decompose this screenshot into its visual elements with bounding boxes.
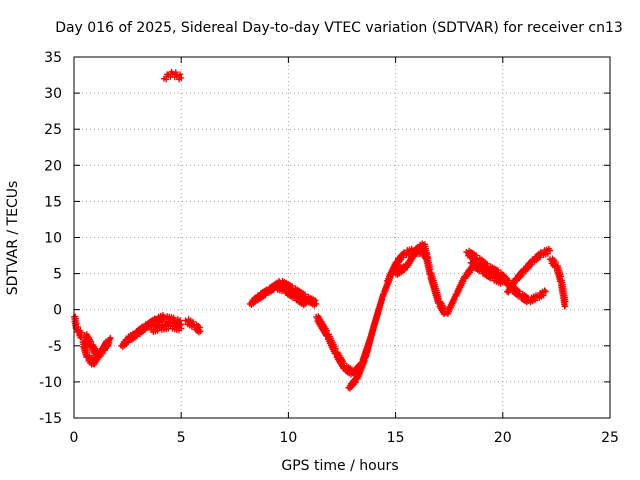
y-tick-label: 30 — [44, 86, 62, 102]
y-tick-label: 10 — [44, 231, 62, 247]
data-point — [528, 261, 535, 268]
chart-title: Day 016 of 2025, Sidereal Day-to-day VTE… — [55, 20, 623, 36]
x-tick-label: 15 — [387, 430, 405, 446]
data-point — [313, 300, 320, 307]
data-point — [499, 279, 506, 286]
data-point — [516, 288, 523, 295]
data-point — [352, 379, 359, 386]
data-point — [498, 275, 505, 282]
data-point — [540, 292, 547, 299]
data-point — [546, 247, 553, 254]
y-tick-label: 20 — [44, 158, 62, 174]
series-arc-3 — [81, 331, 114, 361]
data-point — [197, 328, 204, 335]
data-point — [561, 303, 568, 310]
data-point — [531, 297, 538, 304]
data-point — [401, 267, 408, 274]
data-point — [154, 327, 161, 334]
data-point — [189, 318, 196, 325]
data-point — [301, 291, 308, 298]
series-arc-10 — [253, 277, 320, 309]
data-point — [312, 297, 319, 304]
y-tick-label: -15 — [39, 411, 62, 427]
series-arc-8 — [182, 316, 204, 336]
data-point — [536, 254, 543, 261]
data-point — [172, 69, 179, 76]
data-point — [391, 264, 398, 271]
data-point — [177, 71, 184, 78]
x-tick-label: 10 — [279, 430, 297, 446]
series-arc-20 — [546, 255, 569, 310]
y-axis-label: SDTVAR / TECUs — [5, 181, 21, 296]
y-tick-label: 25 — [44, 122, 62, 138]
axis-ticks: 0 5 10 15 20 25 -15 -10 -5 0 5 10 15 20 25 30 35 — [39, 50, 619, 446]
y-tick-label: 35 — [44, 50, 62, 66]
x-tick-label: 5 — [177, 430, 186, 446]
data-point — [519, 271, 526, 278]
data-points — [71, 68, 569, 392]
y-tick-label: -10 — [39, 375, 62, 391]
data-point — [178, 325, 185, 332]
data-point — [177, 322, 184, 329]
data-point — [451, 296, 458, 303]
data-point — [399, 254, 406, 261]
data-point — [137, 328, 144, 335]
x-tick-label: 0 — [70, 430, 79, 446]
data-point — [106, 339, 113, 346]
data-point — [107, 335, 114, 342]
data-point — [544, 250, 551, 257]
y-tick-label: 15 — [44, 194, 62, 210]
x-axis-label: GPS time / hours — [281, 458, 398, 474]
x-tick-label: 25 — [601, 430, 619, 446]
data-point — [542, 288, 549, 295]
data-point — [460, 278, 467, 285]
x-tick-label: 20 — [494, 430, 512, 446]
series-arc-17 — [467, 258, 506, 287]
data-point — [473, 252, 480, 259]
grid — [74, 57, 610, 418]
y-tick-label: 5 — [53, 267, 62, 283]
data-point — [361, 358, 368, 365]
data-point — [128, 335, 135, 342]
series-arc-19 — [508, 283, 549, 306]
series-arc-1 — [71, 313, 85, 341]
data-point — [541, 287, 548, 294]
series-arc-7 — [161, 68, 185, 83]
data-point — [262, 292, 269, 299]
data-point — [484, 260, 491, 267]
data-point — [488, 270, 495, 277]
series-arc-6 — [148, 320, 185, 335]
data-point — [494, 267, 501, 274]
data-point — [412, 249, 419, 256]
data-point — [288, 282, 295, 289]
data-point — [178, 74, 185, 81]
series-arc-15 — [444, 262, 476, 317]
data-point — [468, 267, 475, 274]
data-point — [477, 263, 484, 270]
y-tick-label: 0 — [53, 303, 62, 319]
data-point — [170, 314, 177, 321]
data-point — [163, 76, 170, 83]
series-arc-14 — [392, 240, 448, 318]
data-point — [99, 350, 106, 357]
y-tick-label: -5 — [48, 339, 62, 355]
